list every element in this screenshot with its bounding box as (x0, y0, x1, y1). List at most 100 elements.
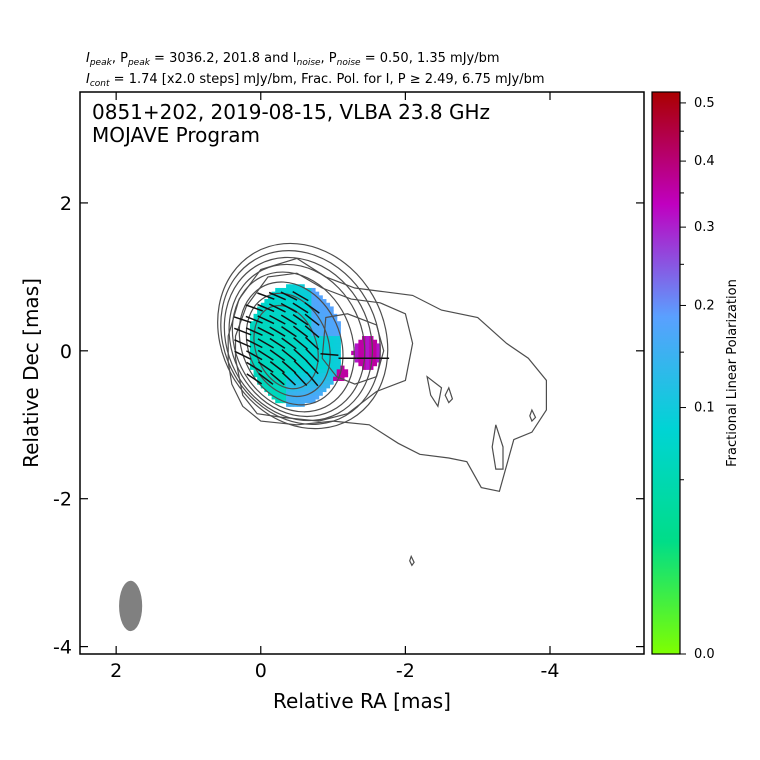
pol-pixel (278, 369, 284, 374)
pol-pixel (369, 350, 374, 356)
pol-pixel (275, 295, 280, 300)
pol-pixel (304, 373, 309, 378)
pol-pixel (322, 343, 327, 348)
pol-pixel (304, 339, 309, 345)
pol-pixel (260, 347, 265, 352)
pol-pixel (307, 358, 312, 363)
pol-pixel (264, 328, 269, 333)
pol-pixel (257, 317, 262, 322)
pol-pixel (365, 343, 370, 348)
pol-pixel (271, 358, 276, 363)
pol-pixel (307, 306, 312, 311)
pol-pixel (253, 321, 258, 326)
pol-pixel (286, 365, 291, 370)
pol-pixel (315, 350, 320, 356)
plot-frame (79, 91, 645, 655)
pol-pixel (315, 324, 320, 330)
pol-pixel (329, 310, 334, 315)
pol-pixel (275, 361, 280, 367)
pol-pixel (322, 361, 327, 367)
pol-pixel (315, 328, 320, 333)
pol-pixel (271, 332, 276, 337)
pol-pixel (282, 295, 287, 300)
pol-pixel (329, 332, 334, 337)
pol-pixel (333, 321, 338, 326)
evpa-vector (257, 361, 274, 373)
pol-pixel (311, 369, 316, 374)
pol-pixel (264, 369, 269, 374)
evpa-vectors (233, 290, 390, 387)
pol-pixel (275, 332, 280, 337)
pol-pixel (253, 328, 258, 333)
pol-pixel (275, 299, 280, 304)
evpa-vector (257, 303, 275, 313)
pol-pixel (293, 343, 298, 348)
contour-core (223, 256, 374, 422)
pol-pixel (271, 317, 276, 322)
pol-pixel (282, 336, 287, 341)
pol-pixel (268, 299, 273, 304)
pol-pixel (322, 347, 327, 352)
pol-pixel (275, 358, 280, 363)
pol-pixel (278, 317, 284, 322)
pol-pixel (307, 287, 312, 293)
pol-pixel (315, 380, 320, 385)
contour-jet-inner (234, 272, 414, 422)
pol-pixel (260, 321, 265, 326)
pol-pixel (333, 361, 338, 367)
pol-pixel (325, 313, 331, 319)
pol-pixel (278, 361, 284, 367)
evpa-vector (293, 337, 308, 350)
pol-pixel (286, 302, 291, 308)
evpa-vector (293, 371, 308, 387)
pol-pixel (333, 376, 338, 381)
pol-pixel (325, 380, 331, 385)
pol-pixel (286, 384, 291, 389)
pol-pixel (271, 313, 276, 319)
pol-pixel (322, 387, 327, 393)
pol-pixel (311, 395, 316, 400)
pol-pixel (286, 332, 291, 337)
pol-pixel (315, 317, 320, 322)
pol-pixel (300, 291, 305, 296)
pol-pixel (304, 291, 309, 296)
pol-pixel (307, 313, 312, 319)
pol-pixel (275, 350, 280, 356)
pol-pixel (307, 365, 312, 370)
pol-pixel (311, 380, 316, 385)
pol-pixel (325, 365, 331, 370)
pol-pixel (257, 306, 262, 311)
pol-pixel (307, 384, 312, 389)
pol-pixel (271, 295, 276, 300)
pol-pixel (296, 347, 302, 352)
pol-pixel (336, 354, 341, 359)
pol-pixel (293, 365, 298, 370)
pol-pixel (278, 321, 284, 326)
pol-pixel (271, 384, 276, 389)
pol-pixel (304, 365, 309, 370)
pol-pixel (271, 328, 276, 333)
pol-pixel (336, 361, 341, 367)
evpa-vector (269, 337, 286, 349)
pol-pixel (282, 343, 287, 348)
colorbar-tick-label: 0.3 (694, 220, 715, 235)
pol-pixel (300, 350, 305, 356)
pol-pixel (362, 347, 367, 352)
pol-pixel (278, 299, 284, 304)
pol-pixel (278, 398, 284, 404)
pol-pixel (289, 284, 294, 289)
pol-pixel (296, 291, 302, 296)
pol-pixel (336, 332, 341, 337)
pol-pixel (340, 365, 345, 370)
pol-pixel (275, 339, 280, 345)
pol-pixel (289, 336, 294, 341)
pol-pixel (264, 336, 269, 341)
colorbar-tick-label: 0.0 (694, 647, 715, 662)
contour-small-5 (409, 554, 415, 567)
pol-pixel (336, 373, 341, 378)
pol-pixel (278, 354, 284, 359)
pol-pixel (318, 310, 323, 315)
pol-pixel (278, 395, 284, 400)
pol-pixel (336, 343, 341, 348)
